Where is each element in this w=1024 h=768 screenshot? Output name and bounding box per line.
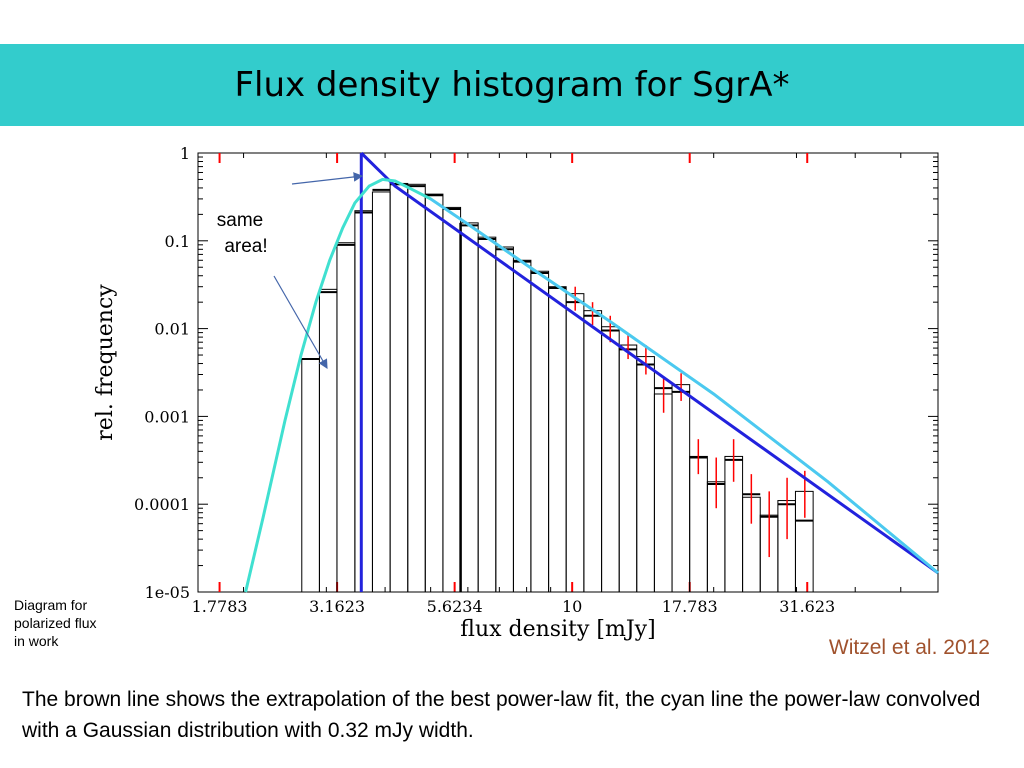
histogram-bar — [389, 182, 409, 593]
histogram-bar — [636, 356, 655, 593]
convolved-fit-tail — [429, 197, 939, 574]
annotation-line: area! — [224, 236, 267, 257]
x-tick-label: 31.623 — [779, 597, 835, 616]
histogram-bar — [354, 210, 373, 593]
histogram-bar — [689, 455, 708, 593]
histogram-bar — [618, 344, 638, 593]
citation: Witzel et al. 2012 — [828, 636, 990, 659]
slide-title: Flux density histogram for SgrA* — [234, 65, 790, 105]
title-bar: Flux density histogram for SgrA* — [0, 44, 1024, 126]
histogram-bar — [336, 242, 356, 593]
annotation-same-area: same area! — [217, 210, 268, 257]
histogram-bar — [301, 358, 320, 593]
x-tick-label: 3.1623 — [309, 597, 365, 616]
annotation-arrow-bottom — [273, 275, 328, 370]
histogram-bar — [601, 326, 620, 593]
histogram-bar — [495, 246, 514, 593]
x-tick-label: 17.783 — [662, 597, 718, 616]
x-tick-label: 1.7783 — [192, 597, 248, 616]
x-tick-label: 10 — [562, 597, 582, 616]
histogram-bar — [565, 293, 585, 593]
caption: The brown line shows the extrapolation o… — [22, 688, 981, 742]
x-axis-label: flux density [mJy] — [460, 617, 655, 642]
plot-area: 1 0.1 0.01 0.001 0.0001 1e-051.7783 3.1623 5.62… — [93, 144, 939, 642]
flux-histogram-chart: 1 0.1 0.01 0.001 0.0001 1e-051.7783 3.1623 5.62… — [93, 144, 939, 642]
annotation-line: same — [217, 210, 263, 231]
histogram-bar — [548, 286, 567, 593]
x-tick-label: 5.6234 — [427, 597, 483, 616]
annotation-arrow-top — [291, 172, 364, 185]
histogram-bar — [512, 259, 532, 593]
histogram-bar — [583, 310, 603, 593]
y-axis-label: rel. frequency — [93, 284, 118, 441]
y-tick-label: 0.001 — [144, 407, 190, 426]
y-tick-label: 1 — [180, 144, 190, 163]
histogram-bar — [653, 393, 673, 593]
side-note: Diagram for polarized flux in work — [14, 597, 97, 649]
histogram-bar — [671, 384, 691, 593]
histogram-bar — [424, 193, 444, 593]
plot-frame — [197, 152, 939, 593]
y-tick-label: 0.1 — [165, 232, 190, 251]
histogram-bar — [460, 222, 479, 593]
histogram-bar — [407, 183, 426, 593]
histogram-bar — [318, 288, 338, 593]
y-tick-label: 0.0001 — [134, 495, 190, 514]
power-law-fit-line — [360, 151, 939, 575]
convolved-fit-line — [244, 177, 939, 593]
y-tick-label: 1e-05 — [145, 583, 190, 602]
histogram-bar — [530, 270, 550, 593]
histogram-bar — [442, 206, 462, 593]
histogram-bar — [371, 191, 391, 593]
histogram-bar — [477, 236, 497, 593]
y-tick-label: 0.01 — [154, 320, 190, 339]
